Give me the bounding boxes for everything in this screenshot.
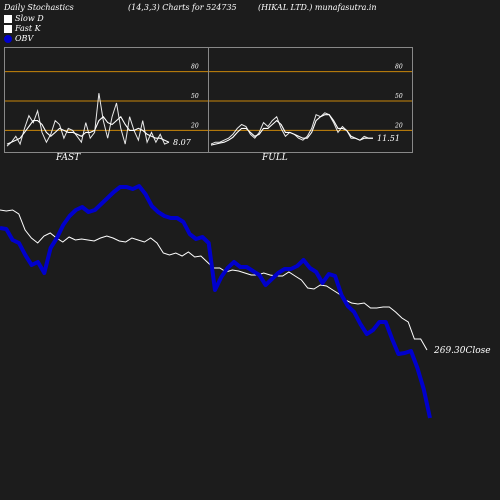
fast-stochastic-panel: 80 50 20 8.07	[4, 47, 209, 153]
full-level-20-label: 20	[394, 122, 403, 129]
obv-line	[0, 184, 432, 419]
fast-level-80-label: 80	[191, 64, 199, 71]
fast-stochastic-chart: 80 50 20 8.07	[5, 64, 208, 147]
chart-title: Daily Stochastics	[4, 3, 74, 12]
fast-panel-label: FAST	[56, 153, 81, 163]
legend-fast-k-label: Fast K	[15, 24, 41, 33]
legend-slow-d: Slow D	[4, 14, 44, 23]
close-price-label: 269.30Close	[433, 346, 491, 356]
full-stochastic-panel: 80 50 20 11.51	[208, 47, 413, 153]
legend-slow-d-label: Slow D	[15, 14, 44, 23]
full-last-value-label: 11.51	[377, 134, 400, 143]
fast-last-value-label: 8.07	[173, 138, 192, 147]
full-series-1-line	[210, 114, 373, 146]
fast-k-swatch	[4, 24, 12, 33]
legend-obv-label: OBV	[15, 34, 34, 43]
chart-params: (14,3,3) Charts for 524735	[128, 3, 237, 12]
fast-series-1-line	[6, 115, 170, 145]
full-level-80-label: 80	[395, 64, 403, 71]
slow-d-swatch	[4, 14, 12, 23]
legend-fast-k: Fast K	[4, 24, 41, 33]
full-panel-label: FULL	[262, 153, 288, 163]
fast-level-20-label: 20	[190, 122, 199, 129]
company-label: (HIKAL LTD.) munafasutra.in	[258, 3, 377, 12]
full-stochastic-chart: 80 50 20 11.51	[209, 64, 412, 146]
full-series-0-line	[210, 112, 373, 145]
legend-obv: OBV	[4, 34, 33, 43]
fast-level-50-label: 50	[191, 93, 199, 100]
obv-swatch	[4, 34, 12, 43]
full-level-50-label: 50	[395, 93, 403, 100]
